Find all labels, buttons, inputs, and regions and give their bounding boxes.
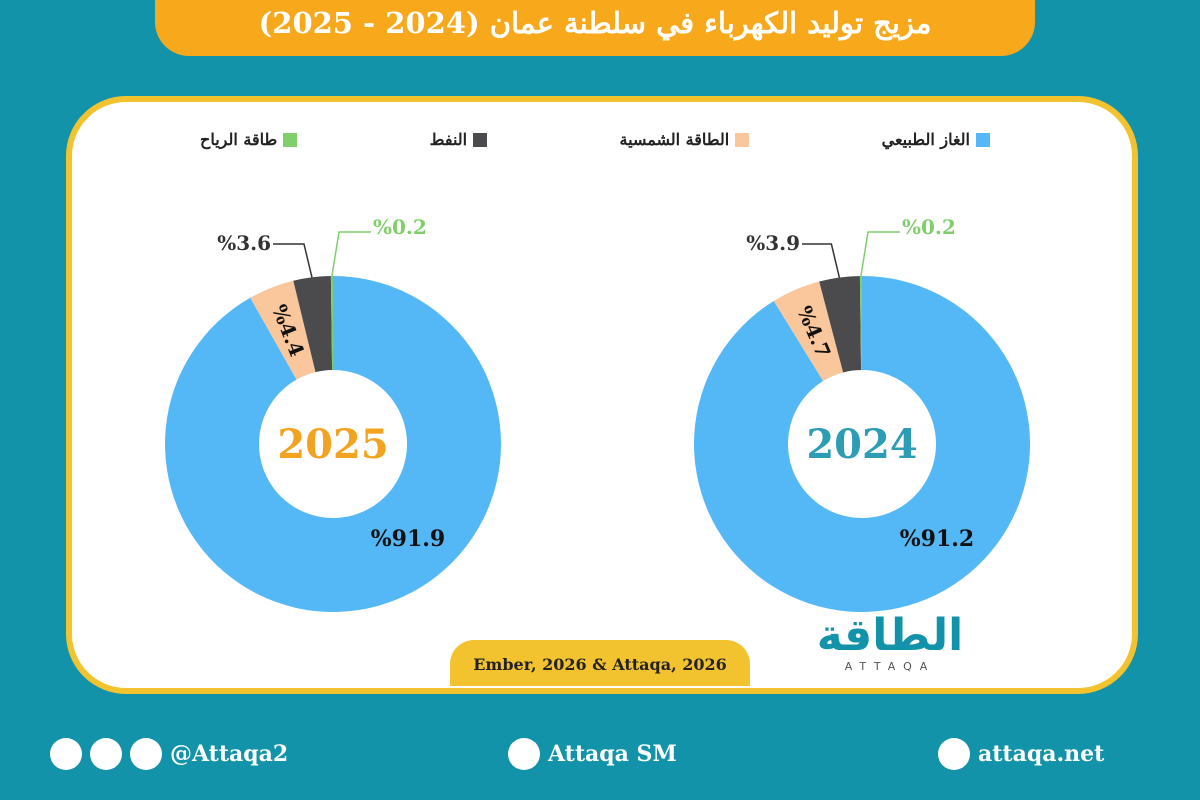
center-label: 2025 [277, 421, 388, 468]
donut-slice [819, 276, 862, 373]
legend-item: طاقة الرياح [200, 130, 298, 149]
center-label: 2024 [806, 421, 917, 468]
legend-item: الغاز الطبيعي [882, 130, 990, 149]
title-banner [155, 0, 1035, 56]
leader-line [273, 243, 313, 278]
value-label: %0.2 [902, 215, 956, 239]
value-label: %3.9 [746, 231, 800, 255]
legend-swatch [283, 132, 298, 147]
legend-swatch [976, 132, 990, 147]
youtube: Attaqa SM [508, 738, 677, 770]
legend: الغاز الطبيعي الطاقة الشمسية النفط طاقة الر… [200, 130, 990, 149]
logo: الطاقة ATTAQA [800, 610, 980, 674]
donut-slice [694, 276, 1030, 612]
donut-slice [164, 276, 501, 612]
instagram-icon[interactable] [90, 738, 122, 770]
leader-line [331, 231, 371, 277]
logo-arabic: الطاقة [816, 610, 964, 661]
leader-line [860, 231, 900, 277]
legend-item: الطاقة الشمسية [620, 130, 750, 149]
youtube-icon[interactable] [508, 738, 540, 770]
value-label: %3.6 [217, 231, 271, 255]
donut-slice [330, 276, 333, 371]
donut-slice [773, 281, 844, 382]
legend-swatch [473, 132, 488, 147]
legend-label: طاقة الرياح [200, 130, 278, 149]
source: Ember, 2026 & Attaqa, 2026 [450, 640, 750, 686]
globe-icon[interactable] [938, 738, 970, 770]
legend-label: النفط [429, 130, 468, 149]
facebook-icon[interactable] [130, 738, 162, 770]
leader-line [802, 243, 841, 278]
legend-label: الطاقة الشمسية [619, 130, 730, 149]
website-url[interactable]: attaqa.net [978, 741, 1105, 767]
website: attaqa.net [938, 738, 1104, 770]
value-label: %0.2 [373, 215, 427, 239]
donut-slice [250, 280, 316, 380]
value-label: %91.9 [371, 526, 446, 552]
legend-label: الغاز الطبيعي [881, 130, 970, 149]
legend-item: النفط [429, 130, 488, 149]
x-icon[interactable] [50, 738, 82, 770]
youtube-handle: Attaqa SM [548, 741, 677, 767]
value-label: %91.2 [900, 526, 975, 552]
legend-swatch [735, 132, 750, 147]
title: مزيج توليد الكهرباء في سلطنة عمان (2024 … [258, 6, 932, 40]
logo-latin: ATTAQA [844, 660, 936, 673]
social-handle: @Attaqa2 [170, 741, 289, 767]
donut-slice [859, 276, 862, 371]
donut-slice [293, 276, 333, 373]
social: @Attaqa2 [50, 738, 288, 770]
